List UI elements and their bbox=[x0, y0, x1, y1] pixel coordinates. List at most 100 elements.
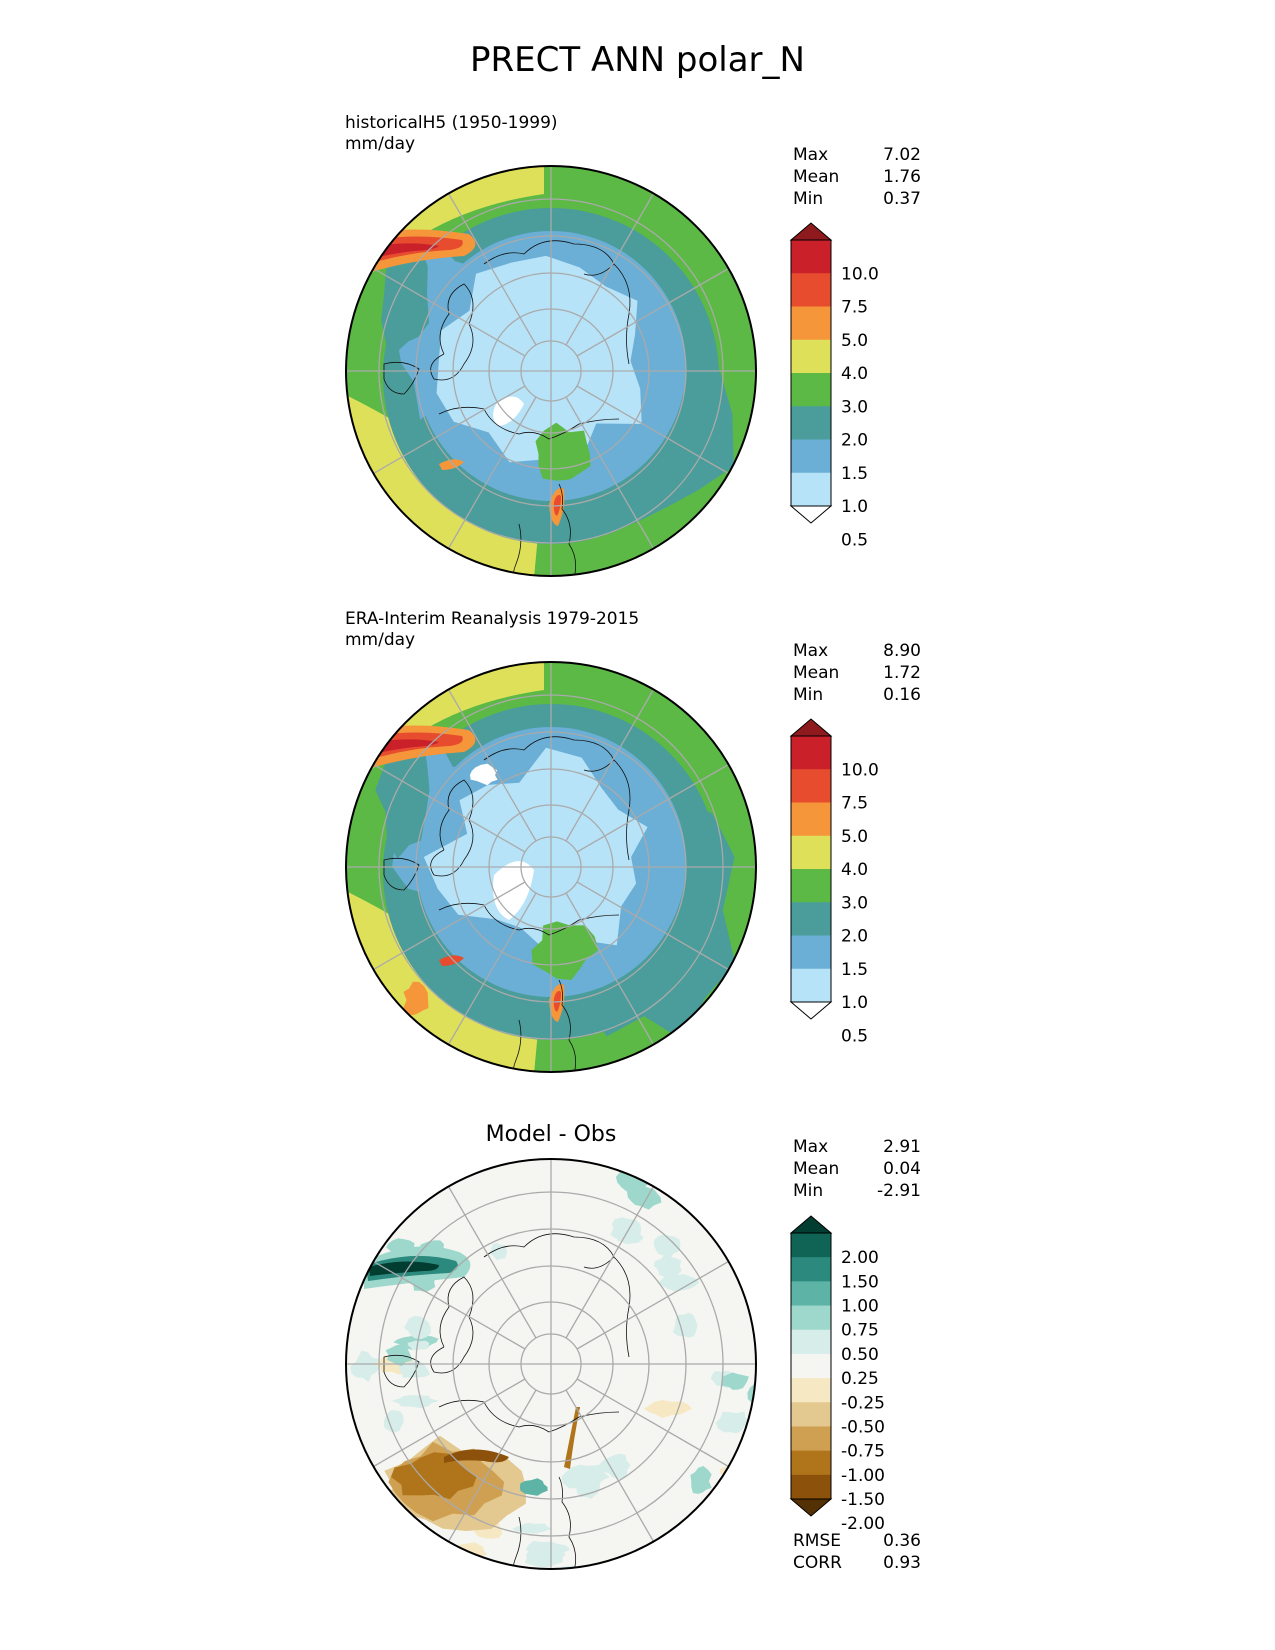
precip-colorbar-1-swatch bbox=[791, 306, 831, 341]
diff-colorbar-swatch bbox=[791, 1402, 831, 1427]
precip-colorbar-1-swatch bbox=[791, 339, 831, 374]
precip-colorbar-2-label: 3.0 bbox=[841, 893, 868, 913]
precip-colorbar-1-extend-max bbox=[789, 222, 833, 241]
meridian-line bbox=[565, 396, 655, 549]
diff-colorbar-label: -0.50 bbox=[841, 1417, 885, 1437]
coastline bbox=[558, 979, 577, 1072]
precip-colorbar-1-swatch bbox=[791, 373, 831, 407]
meridian-line bbox=[565, 1389, 655, 1542]
map-boundary bbox=[345, 165, 757, 577]
anomaly-patch bbox=[721, 1372, 749, 1390]
precip-colorbar-2-label: 4.0 bbox=[841, 860, 868, 880]
diff-colorbar-swatch bbox=[791, 1257, 831, 1282]
meridian-line bbox=[576, 1260, 729, 1350]
dry-patch bbox=[469, 763, 498, 786]
anomaly-patch bbox=[391, 1395, 439, 1409]
metric-corr: CORR 0.93 bbox=[793, 1553, 921, 1573]
precip-colorbar-1-label: 7.5 bbox=[841, 298, 868, 318]
coastlines bbox=[383, 736, 631, 1072]
meridian-line bbox=[565, 892, 655, 1045]
diff-colorbar-label: -1.50 bbox=[841, 1490, 885, 1510]
panel-3-metrics: RMSE 0.36 CORR 0.93 bbox=[793, 1530, 921, 1574]
negative-streak bbox=[564, 1407, 580, 1469]
precip-colorbar-2-extend-max bbox=[789, 718, 833, 737]
precip-colorbar-2-swatch bbox=[791, 869, 831, 903]
anomaly-patch bbox=[404, 1315, 431, 1340]
precip-colorbar-2-swatch bbox=[791, 968, 831, 1003]
warm-patch bbox=[439, 459, 464, 470]
panel-1-units: mm/day bbox=[345, 134, 416, 154]
precip-colorbar-1-label: 1.5 bbox=[841, 464, 868, 484]
meridian-line bbox=[447, 892, 537, 1045]
diff-colorbar-extend-min bbox=[789, 1498, 833, 1517]
precip-colorbar-1-swatch bbox=[791, 240, 831, 274]
stat-mean: Mean 0.04 bbox=[793, 1159, 921, 1179]
greenland-minimum bbox=[493, 861, 534, 920]
precip-colorbar-1-swatch bbox=[791, 439, 831, 474]
anomaly-patch bbox=[383, 1410, 404, 1433]
meridian-line bbox=[447, 1389, 537, 1542]
diff-colorbar-swatch bbox=[791, 1353, 831, 1379]
positive-patch bbox=[561, 1464, 610, 1492]
diff-colorbar-swatch bbox=[791, 1378, 831, 1403]
precip-colorbar-1-label: 10.0 bbox=[841, 264, 879, 284]
precip-colorbar-2-label: 0.5 bbox=[841, 1026, 868, 1046]
stat-min: Min 0.37 bbox=[793, 189, 921, 209]
map-boundary bbox=[345, 661, 757, 1073]
panel-1-name: historicalH5 (1950-1999) bbox=[345, 113, 558, 133]
polar-map-test bbox=[345, 165, 757, 577]
greenland-minimum bbox=[493, 396, 524, 426]
atlantic-positive-peak bbox=[369, 1261, 439, 1276]
meridian-line bbox=[373, 1260, 526, 1350]
precip-colorbar-1-label: 4.0 bbox=[841, 364, 868, 384]
meridian-line bbox=[373, 881, 526, 971]
meridian-line bbox=[565, 193, 655, 346]
coastlines bbox=[383, 1233, 631, 1569]
coastline bbox=[548, 914, 620, 936]
panel-2-title: ERA-Interim Reanalysis 1979-2015 mm/day bbox=[345, 609, 639, 651]
anomaly-patch bbox=[653, 1234, 681, 1260]
meridian-line bbox=[373, 1378, 526, 1468]
diff-colorbar-swatch bbox=[791, 1305, 831, 1331]
anomaly-patch bbox=[672, 1312, 698, 1338]
diff-colorbar-swatch bbox=[791, 1233, 831, 1258]
diff-colorbar-swatch bbox=[791, 1474, 831, 1500]
figure-title: PRECT ANN polar_N bbox=[470, 40, 805, 80]
anomaly-patch bbox=[659, 1274, 700, 1292]
stat-min: Min 0.16 bbox=[793, 685, 921, 705]
coastline bbox=[613, 1256, 631, 1358]
meridian-line bbox=[373, 385, 526, 475]
precip-colorbar-2-swatch bbox=[791, 769, 831, 803]
graticule bbox=[346, 166, 756, 576]
anomaly-patch bbox=[653, 1254, 682, 1278]
colorbar-precip-2: 10.0 7.5 5.0 4.0 3.0 2.0 1.5 1.0 0.5 bbox=[789, 718, 879, 1046]
precip-colorbar-2-swatch bbox=[791, 736, 831, 770]
anomaly-patch bbox=[407, 1340, 430, 1351]
diff-colorbar-label: 0.50 bbox=[841, 1345, 879, 1365]
polar-map-diff bbox=[345, 1158, 757, 1570]
anomaly-patch bbox=[715, 1411, 751, 1434]
meridian-line bbox=[447, 689, 537, 842]
metric-rmse: RMSE 0.36 bbox=[793, 1531, 921, 1551]
coastline bbox=[483, 1233, 615, 1269]
stat-mean: Mean 1.76 bbox=[793, 167, 921, 187]
meridian-line bbox=[373, 763, 526, 853]
diff-colorbar-label: -1.00 bbox=[841, 1466, 885, 1486]
panel-2-name: ERA-Interim Reanalysis 1979-2015 bbox=[345, 609, 640, 629]
diff-colorbar-swatch bbox=[791, 1426, 831, 1452]
graticule bbox=[346, 1159, 756, 1569]
precip-colorbar-1-label: 2.0 bbox=[841, 431, 868, 451]
stat-mean: Mean 1.72 bbox=[793, 663, 921, 683]
diff-colorbar-swatch bbox=[791, 1281, 831, 1307]
coastline bbox=[558, 1476, 577, 1569]
panel-3-stats: Max 2.91 Mean 0.04 Min -2.91 bbox=[793, 1136, 921, 1202]
meridian-line bbox=[373, 267, 526, 357]
warm-patch bbox=[439, 955, 464, 966]
colorbar-precip-1: 10.0 7.5 5.0 4.0 3.0 2.0 1.5 1.0 0.5 bbox=[789, 222, 879, 550]
panel-2-units: mm/day bbox=[345, 630, 416, 650]
coastline bbox=[548, 418, 620, 440]
diff-colorbar-swatch bbox=[791, 1450, 831, 1476]
meridian-line bbox=[576, 1378, 729, 1468]
precip-colorbar-1-frame bbox=[790, 239, 832, 507]
diff-colorbar-label: 2.00 bbox=[841, 1248, 879, 1268]
